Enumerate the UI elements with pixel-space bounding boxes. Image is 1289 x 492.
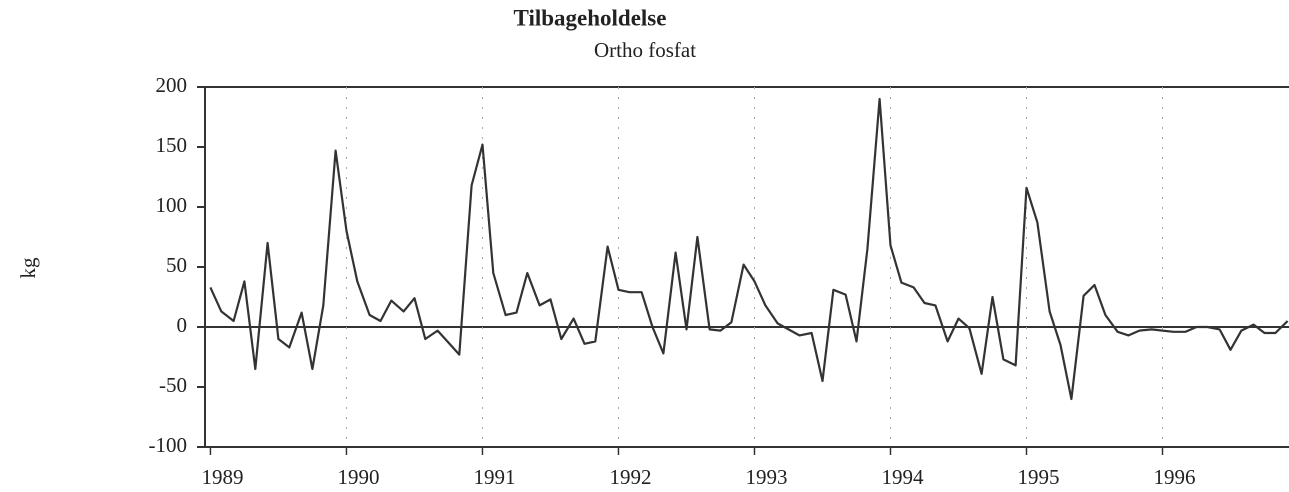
x-tick-label: 1991 — [473, 465, 515, 489]
x-tick-label: 1993 — [745, 465, 787, 489]
y-tick-label: -100 — [149, 433, 188, 457]
x-tick-label: 1996 — [1154, 465, 1196, 489]
y-tick-label: 150 — [156, 133, 188, 157]
y-axis-label: kg — [16, 257, 40, 279]
y-tick-label: 100 — [156, 193, 188, 217]
x-tick-label: 1992 — [609, 465, 651, 489]
chart-title: Tilbageholdelse — [514, 5, 667, 30]
data-line — [209, 97, 1289, 401]
x-tick-label: 1990 — [337, 465, 379, 489]
y-tick-label: -50 — [159, 373, 187, 397]
chart-subtitle: Ortho fosfat — [594, 38, 696, 62]
x-tick-label: 1989 — [201, 465, 243, 489]
x-tick-label: 1994 — [881, 465, 924, 489]
x-tick-label: 1995 — [1018, 465, 1060, 489]
y-tick-label: 0 — [177, 313, 188, 337]
y-tick-label: 200 — [156, 73, 188, 97]
y-tick-label: 50 — [166, 253, 187, 277]
